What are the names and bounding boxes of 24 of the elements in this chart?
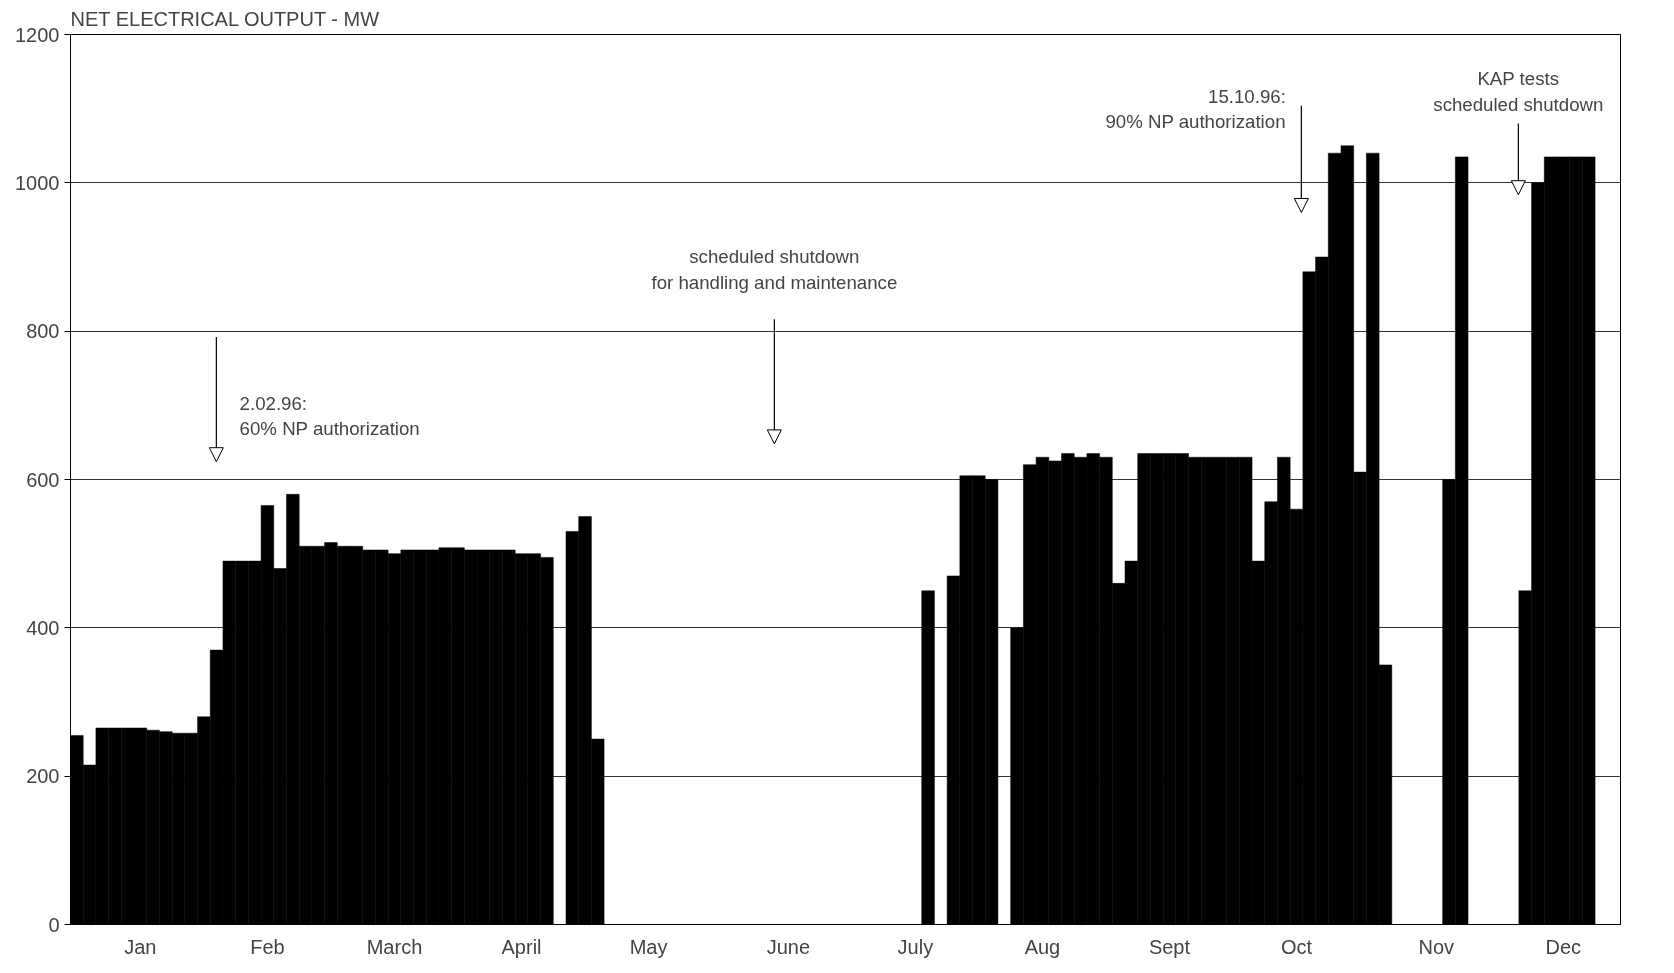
x-tick-label: Sept	[1148, 935, 1191, 958]
x-tick-label: Oct	[1280, 935, 1313, 958]
annotation: 2.02.96: 60% NP authorization	[239, 393, 420, 440]
x-tick-label: May	[629, 935, 668, 958]
annotation: 15.10.96: 90% NP authorization	[1105, 86, 1286, 133]
x-tick-label: Nov	[1418, 935, 1455, 958]
x-tick-label: Jan	[124, 935, 157, 958]
y-tick-label: 0	[48, 913, 60, 936]
y-tick-label: 200	[26, 765, 60, 788]
x-tick-label: June	[766, 935, 811, 958]
y-tick-label: 1000	[15, 171, 60, 194]
chart-title: NET ELECTRICAL OUTPUT - MW	[70, 7, 380, 30]
x-tick-label: Dec	[1545, 935, 1582, 958]
x-tick-label: Feb	[250, 935, 285, 958]
annotation: scheduled shutdown for handling and maintenance	[651, 246, 898, 293]
annotation: KAP tests scheduled shutdown	[1433, 68, 1604, 115]
x-tick-label: April	[501, 935, 542, 958]
y-tick-label: 800	[26, 320, 60, 343]
y-tick-label: 400	[26, 616, 60, 639]
y-tick-label: 1200	[15, 23, 60, 46]
x-tick-label: Aug	[1024, 935, 1061, 958]
x-tick-label: July	[897, 935, 934, 958]
y-tick-label: 600	[26, 468, 60, 491]
x-tick-label: March	[366, 935, 423, 958]
